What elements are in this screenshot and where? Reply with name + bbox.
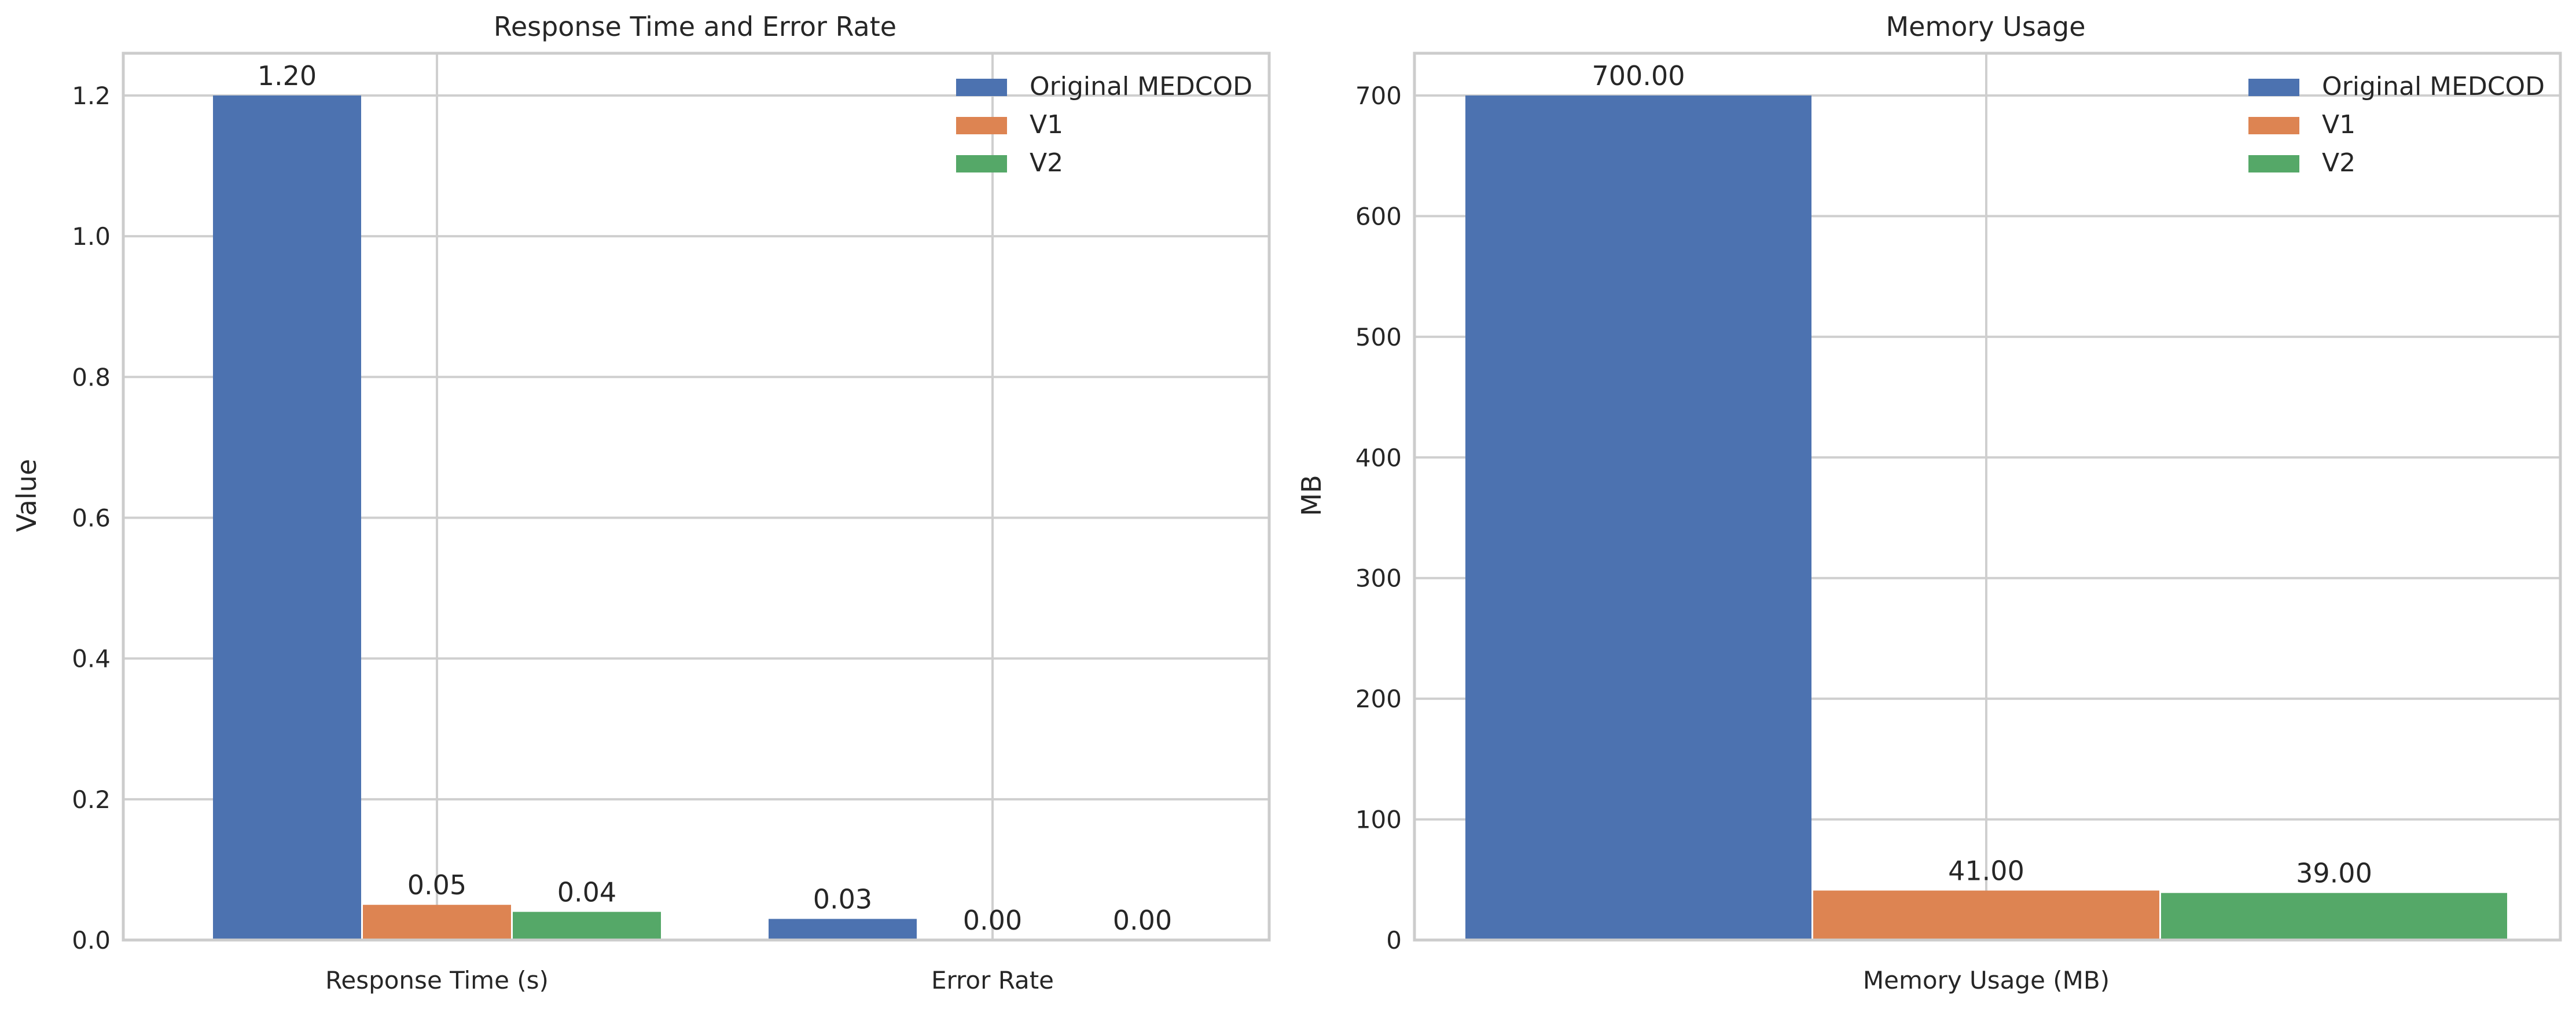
legend-swatch	[956, 79, 1007, 96]
y-tick-label: 0	[1386, 926, 1402, 954]
legend-swatch	[2248, 155, 2299, 172]
y-tick-label: 700	[1355, 82, 1402, 110]
bar-original-medcod-0	[213, 95, 361, 940]
legend-entry-label: Original MEDCOD	[2322, 72, 2545, 101]
bar-value-label: 0.03	[813, 884, 872, 915]
y-tick-label: 0.8	[72, 363, 111, 391]
bar-v2-0	[513, 912, 661, 940]
x-category-label: Error Rate	[931, 966, 1054, 994]
bar-value-label: 1.20	[258, 60, 317, 91]
legend: Original MEDCOD V1 V2	[2248, 72, 2545, 178]
legend-swatch	[956, 117, 1007, 134]
y-tick-label: 600	[1355, 202, 1402, 230]
bar-v1-0	[1813, 890, 2159, 940]
y-tick-label: 1.2	[72, 82, 111, 110]
y-tick-label: 200	[1355, 685, 1402, 713]
bar-value-label: 0.05	[407, 869, 466, 901]
bar-original-medcod-0	[1465, 95, 1811, 940]
legend-swatch	[2248, 79, 2299, 96]
y-tick-label: 1.0	[72, 222, 111, 251]
y-tick-label: 0.0	[72, 926, 111, 954]
y-tick-label: 0.6	[72, 504, 111, 532]
legend-swatch	[2248, 117, 2299, 134]
plot-frame	[122, 52, 1271, 942]
y-tick-label: 100	[1355, 806, 1402, 834]
bar-original-medcod-1	[769, 919, 917, 940]
plot-frame	[1413, 52, 2562, 942]
panel-memory: 0 100 200 300 400 500 600 700 700.00 41.00 39.00 Me…	[1355, 52, 2562, 994]
bar-value-label: 39.00	[2296, 858, 2372, 889]
legend-entry-label: V2	[2322, 148, 2355, 178]
bar-value-label: 41.00	[1948, 856, 2024, 887]
y-axis-label-value: Value	[11, 459, 42, 532]
y-tick-label: 0.2	[72, 785, 111, 814]
y-tick-label: 300	[1355, 564, 1402, 593]
y-axis-label-mb: MB	[1296, 475, 1327, 516]
x-category-label: Memory Usage (MB)	[1863, 966, 2110, 994]
bar-value-label: 0.04	[557, 876, 616, 908]
legend-entry-label: V1	[1030, 110, 1063, 139]
legend-entry-label: V2	[1030, 148, 1063, 178]
chart-title-memory: Memory Usage	[1886, 11, 2085, 42]
chart-title-response-error: Response Time and Error Rate	[494, 11, 896, 42]
y-tick-label: 400	[1355, 443, 1402, 472]
bar-v1-0	[363, 905, 511, 940]
panel-response-error: 0.0 0.2 0.4 0.6 0.8 1.0 1.2 1.20 0.05 0.04 Respons…	[72, 52, 1271, 994]
legend-swatch	[956, 155, 1007, 172]
bar-v2-0	[2161, 893, 2507, 940]
legend-entry-label: V1	[2322, 110, 2355, 139]
bar-value-label: 700.00	[1592, 60, 1685, 91]
legend-entry-label: Original MEDCOD	[1030, 72, 1252, 101]
bar-value-label: 0.00	[1113, 905, 1172, 936]
x-category-label: Response Time (s)	[325, 966, 549, 994]
y-tick-label: 500	[1355, 323, 1402, 351]
y-tick-label: 0.4	[72, 645, 111, 673]
legend: Original MEDCOD V1 V2	[956, 72, 1252, 178]
bar-value-label: 0.00	[963, 905, 1022, 936]
